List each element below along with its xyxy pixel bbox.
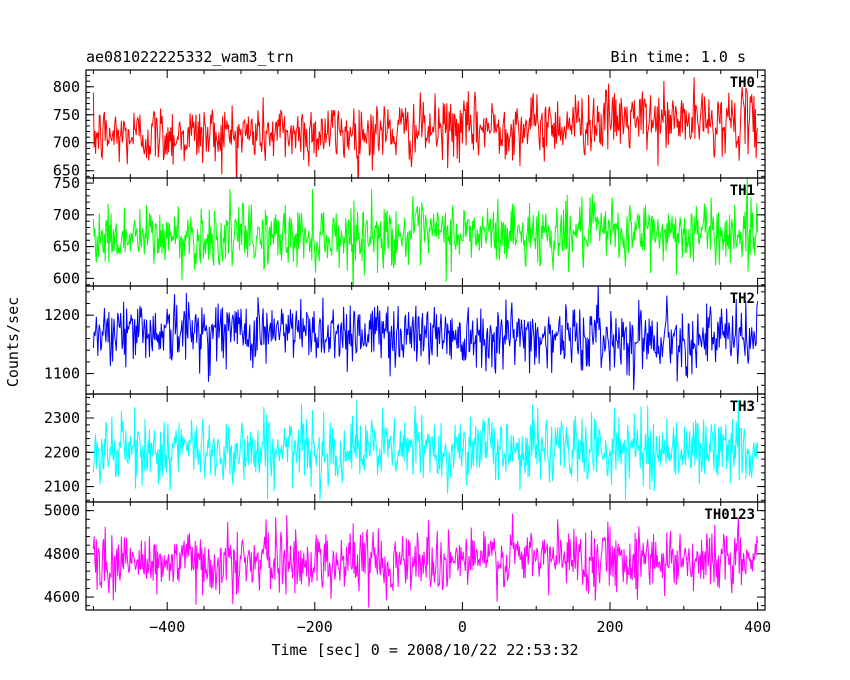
x-tick-label: 200 bbox=[596, 618, 623, 636]
x-tick-label: −200 bbox=[297, 618, 333, 636]
x-axis: −400 −200 0 200 400 bbox=[149, 618, 771, 636]
x-tick-label: 400 bbox=[744, 618, 771, 636]
y-tick-label: 4600 bbox=[44, 588, 80, 606]
panel-name-th1: TH1 bbox=[730, 183, 755, 199]
y-tick-label: 750 bbox=[53, 106, 80, 124]
panel-th1: 600 650 700 750 TH1 bbox=[53, 174, 766, 287]
y-tick-label: 1100 bbox=[44, 365, 80, 383]
panel-name-th2: TH2 bbox=[730, 291, 755, 307]
y-tick-label: 600 bbox=[53, 269, 80, 287]
panels-group: 650 700 750 800 TH0 600 650 700 750 TH1 1100 1200 TH… bbox=[44, 69, 766, 611]
y-tick-label: 2300 bbox=[44, 409, 80, 427]
panel-frame bbox=[85, 285, 766, 395]
series-line-th2 bbox=[92, 286, 759, 391]
x-axis-label: Time [sec] 0 = 2008/10/22 22:53:32 bbox=[271, 641, 578, 659]
y-axis-label: Counts/sec bbox=[4, 297, 22, 387]
series-line-th0123 bbox=[92, 513, 759, 608]
panel-th3: 2100 2200 2300 TH3 bbox=[44, 393, 766, 503]
panel-name-th0: TH0 bbox=[730, 75, 755, 91]
chart-title-right: Bin time: 1.0 s bbox=[611, 48, 746, 66]
y-tick-label: 4800 bbox=[44, 545, 80, 563]
y-tick-label: 750 bbox=[53, 174, 80, 192]
series-line-th0 bbox=[92, 77, 759, 178]
y-tick-label: 1200 bbox=[44, 306, 80, 324]
series-line-th3 bbox=[92, 399, 759, 501]
panel-th2: 1100 1200 TH2 bbox=[44, 285, 766, 395]
y-tick-label: 5000 bbox=[44, 502, 80, 520]
series-line-th1 bbox=[92, 178, 759, 286]
panel-name-th3: TH3 bbox=[730, 399, 755, 415]
panel-name-th0123: TH0123 bbox=[704, 507, 755, 523]
y-tick-label: 650 bbox=[53, 162, 80, 180]
y-tick-label: 2200 bbox=[44, 443, 80, 461]
x-tick-label: −400 bbox=[149, 618, 185, 636]
x-tick-label: 0 bbox=[458, 618, 467, 636]
y-tick-label: 700 bbox=[53, 134, 80, 152]
chart-title-left: ae081022225332_wam3_trn bbox=[86, 48, 294, 66]
panel-frame bbox=[85, 69, 766, 179]
y-tick-label: 800 bbox=[53, 78, 80, 96]
y-tick-label: 2100 bbox=[44, 478, 80, 496]
y-tick-label: 650 bbox=[53, 238, 80, 256]
panel-th0123: 4600 4800 5000 TH0123 bbox=[44, 501, 766, 611]
y-tick-label: 700 bbox=[53, 206, 80, 224]
